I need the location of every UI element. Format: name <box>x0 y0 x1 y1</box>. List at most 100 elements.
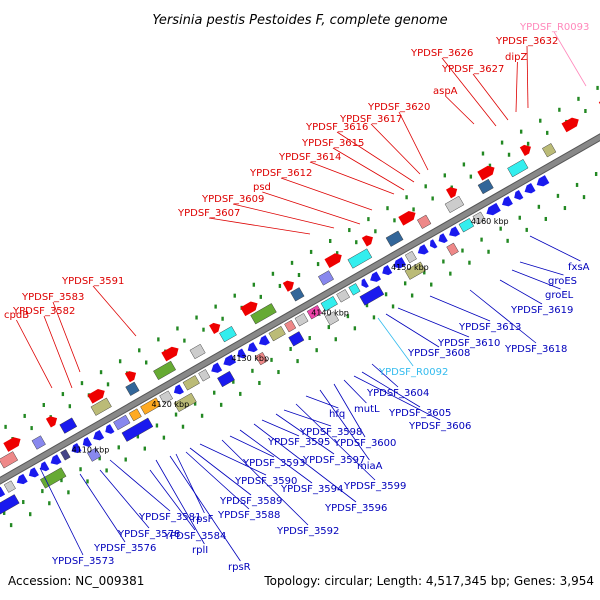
outer-reverse-box <box>217 370 235 388</box>
bottom-leader-line <box>239 429 313 484</box>
guide-dot <box>584 108 587 113</box>
reverse-gene-label: YPDSF_3573 <box>51 556 114 567</box>
guide-dot <box>546 130 549 135</box>
guide-dot <box>30 426 33 431</box>
reverse-gene-arrow <box>40 461 50 472</box>
forward-gene-arrow <box>519 144 531 157</box>
forward-gene-box <box>90 397 112 416</box>
forward-gene-box <box>385 230 404 247</box>
guide-dot <box>98 456 101 461</box>
reverse-gene-arrow <box>71 443 82 454</box>
reverse-gene-label: YPDSF_3578 <box>117 529 180 540</box>
forward-gene-label: YPDSF_3626 <box>410 48 473 59</box>
forward-gene-arrow <box>45 416 58 428</box>
guide-dot <box>68 404 72 409</box>
bottom-leader-line <box>319 389 370 461</box>
reverse-gene-box <box>268 325 286 342</box>
reverse-gene-arrow <box>393 257 407 269</box>
outer-reverse-box <box>0 494 20 524</box>
forward-gene-arrow <box>361 235 373 247</box>
bottom-leader-line <box>469 289 537 344</box>
guide-dot <box>214 304 217 309</box>
guide-dot <box>462 162 466 167</box>
guide-dot <box>270 357 273 362</box>
guide-dot <box>22 500 25 505</box>
forward-gene-box <box>219 326 237 343</box>
guide-dot <box>315 348 318 353</box>
guide-dot <box>219 402 223 407</box>
map-title: Yersinia pestis Pestoides F, complete ge… <box>152 13 447 28</box>
feature-tracks <box>0 99 600 524</box>
guide-dot <box>577 96 580 101</box>
reverse-gene-label: YPDSF_3605 <box>388 408 451 419</box>
bottom-leader-line <box>343 379 367 404</box>
reverse-gene-box <box>294 313 309 327</box>
guide-dot <box>202 327 205 332</box>
reverse-gene-label: YPDSF_3581 <box>138 512 201 523</box>
forward-gene-arrow <box>87 388 105 404</box>
reverse-gene-label: YPDSF_3610 <box>437 338 500 349</box>
reverse-gene-label: YPDSF_3608 <box>407 348 470 359</box>
top-leader-line <box>445 95 475 125</box>
kbp-tick-label: 4120 kbp <box>151 400 189 409</box>
forward-gene-label: YPDSF_3609 <box>201 194 264 205</box>
guide-dot <box>582 195 586 200</box>
forward-gene-label: cpdB <box>4 310 29 321</box>
guide-dot <box>469 174 473 179</box>
reverse-gene-box <box>3 480 16 493</box>
guide-dot <box>449 271 452 276</box>
bottom-leader-line <box>305 395 339 409</box>
guide-dot <box>181 424 185 429</box>
forward-gene-arrow <box>240 301 258 317</box>
top-leader-line <box>398 111 429 171</box>
guide-dot <box>556 193 560 198</box>
forward-gene-box <box>507 159 529 178</box>
forward-gene-box <box>31 435 46 450</box>
outer-reverse-box <box>359 285 385 306</box>
guide-dot <box>500 140 504 145</box>
forward-gene-box <box>417 214 432 229</box>
bottom-leader-line <box>397 307 470 338</box>
guide-dot <box>393 218 396 223</box>
guide-dot <box>41 489 44 494</box>
guide-dot <box>289 346 292 351</box>
reverse-gene-box <box>472 211 486 225</box>
forward-gene-arrow <box>398 210 416 226</box>
forward-gene-label: YPDSF_3591 <box>61 276 124 287</box>
reverse-gene-box <box>128 408 142 422</box>
guide-dot <box>61 392 65 397</box>
guide-dot <box>518 215 521 220</box>
outer-reverse-box <box>404 261 426 280</box>
guide-dot <box>480 237 483 242</box>
forward-gene-box <box>290 287 305 302</box>
guide-dot <box>355 240 358 245</box>
kbp-tick-label: 4150 kbp <box>391 263 429 272</box>
guide-dot <box>200 413 204 418</box>
outer-reverse-box <box>324 311 340 326</box>
reverse-gene-label: YPDSF_3604 <box>366 388 429 399</box>
reverse-gene-label: YPDSF_R0092 <box>378 367 448 378</box>
guide-dot <box>334 337 337 342</box>
guide-dot <box>80 381 84 386</box>
forward-gene-arrow <box>477 165 495 181</box>
guide-dot <box>506 238 509 243</box>
guide-dot <box>525 227 528 232</box>
forward-gene-box <box>0 451 19 469</box>
bottom-leader-line <box>385 313 440 348</box>
bottom-leader-line <box>79 473 126 543</box>
bottom-leader-line <box>371 363 399 388</box>
reverse-gene-box <box>182 375 200 391</box>
top-leader-line <box>515 61 518 113</box>
top-leader-line <box>370 123 421 175</box>
reverse-gene-box <box>348 283 361 296</box>
reverse-gene-arrow <box>486 202 501 216</box>
bottom-leader-line <box>333 383 366 438</box>
reverse-gene-arrow <box>93 430 105 441</box>
guide-dot <box>29 512 32 517</box>
forward-gene-label: YPDSF_3627 <box>441 64 504 75</box>
guide-dot <box>519 129 523 134</box>
guide-dot <box>430 282 433 287</box>
forward-gene-label: YPDSF_3607 <box>177 208 240 219</box>
forward-gene-label: aspA <box>433 86 458 97</box>
guide-dot <box>259 294 262 299</box>
